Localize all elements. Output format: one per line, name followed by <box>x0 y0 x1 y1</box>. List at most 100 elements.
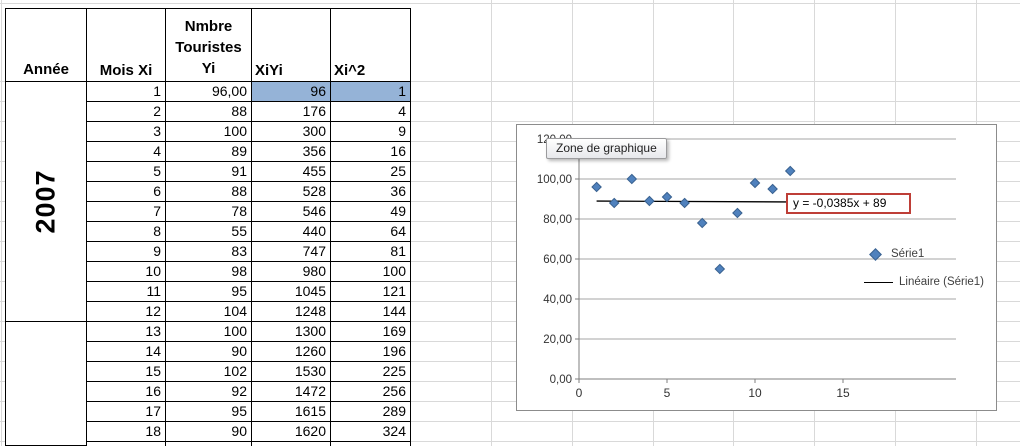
scatter-point-10[interactable] <box>749 177 761 189</box>
table-cell-mois-row7[interactable]: 7 <box>87 202 166 222</box>
table-cell-xiyi-row2[interactable]: 176 <box>252 102 331 122</box>
table-cell-xi2-row7[interactable]: 49 <box>331 202 411 222</box>
scatter-point-7[interactable] <box>696 217 708 229</box>
legend-item-serie1[interactable]: Série1 <box>869 247 924 261</box>
table-cell-mois-row17[interactable]: 17 <box>87 402 166 422</box>
table-cell-yi-row13[interactable]: 100 <box>166 322 252 342</box>
table-cell-yi-row3[interactable]: 100 <box>166 122 252 142</box>
table-cell-partial[interactable] <box>87 442 166 446</box>
table-cell-mois-row12[interactable]: 12 <box>87 302 166 322</box>
table-cell-mois-row18[interactable]: 18 <box>87 422 166 442</box>
table-cell-yi-row10[interactable]: 98 <box>166 262 252 282</box>
table-cell-xiyi-row11[interactable]: 1045 <box>252 282 331 302</box>
table-cell-xiyi-row9[interactable]: 747 <box>252 242 331 262</box>
table-cell-xiyi-row4[interactable]: 356 <box>252 142 331 162</box>
scatter-point-5[interactable] <box>661 191 673 203</box>
table-cell-yi-row18[interactable]: 90 <box>166 422 252 442</box>
table-cell-xi2-row10[interactable]: 100 <box>331 262 411 282</box>
table-cell-xi2-row18[interactable]: 324 <box>331 422 411 442</box>
table-cell-partial[interactable] <box>166 442 252 446</box>
header-nmbre-touristes-yi[interactable]: Nmbre Touristes Yi <box>166 9 252 82</box>
table-cell-xi2-row4[interactable]: 16 <box>331 142 411 162</box>
table-cell-xiyi-row8[interactable]: 440 <box>252 222 331 242</box>
trendline[interactable] <box>596 200 787 203</box>
table-cell-yi-row7[interactable]: 78 <box>166 202 252 222</box>
trendline-equation-label[interactable]: y = -0,0385x + 89 <box>786 193 911 214</box>
table-cell-yi-row2[interactable]: 88 <box>166 102 252 122</box>
table-cell-xi2-row3[interactable]: 9 <box>331 122 411 142</box>
scatter-point-4[interactable] <box>644 195 655 207</box>
table-cell-yi-row8[interactable]: 55 <box>166 222 252 242</box>
table-cell-xi2-row2[interactable]: 4 <box>331 102 411 122</box>
table-cell-xi2-row5[interactable]: 25 <box>331 162 411 182</box>
table-cell-mois-row6[interactable]: 6 <box>87 182 166 202</box>
table-cell-yi-row9[interactable]: 83 <box>166 242 252 262</box>
table-cell-mois-row5[interactable]: 5 <box>87 162 166 182</box>
table-cell-xi2-row8[interactable]: 64 <box>331 222 411 242</box>
table-cell-xiyi-row16[interactable]: 1472 <box>252 382 331 402</box>
scatter-point-3[interactable] <box>626 173 638 185</box>
table-cell-xi2-row16[interactable]: 256 <box>331 382 411 402</box>
header-xiyi[interactable]: XiYi <box>252 9 331 82</box>
table-cell-xiyi-row13[interactable]: 1300 <box>252 322 331 342</box>
chart-area[interactable]: 0,0020,0040,0060,0080,00100,00120,000510… <box>516 124 997 411</box>
table-cell-mois-row3[interactable]: 3 <box>87 122 166 142</box>
table-cell-partial[interactable] <box>331 442 411 446</box>
table-cell-xi2-row13[interactable]: 169 <box>331 322 411 342</box>
table-cell-yi-row14[interactable]: 90 <box>166 342 252 362</box>
table-cell-mois-row1[interactable]: 1 <box>87 82 166 102</box>
table-cell-mois-row2[interactable]: 2 <box>87 102 166 122</box>
table-cell-xiyi-row6[interactable]: 528 <box>252 182 331 202</box>
table-cell-yi-row15[interactable]: 102 <box>166 362 252 382</box>
scatter-point-12[interactable] <box>784 165 796 177</box>
table-cell-mois-row13[interactable]: 13 <box>87 322 166 342</box>
table-cell-xi2-row14[interactable]: 196 <box>331 342 411 362</box>
table-cell-xiyi-row18[interactable]: 1620 <box>252 422 331 442</box>
scatter-point-9[interactable] <box>732 207 743 219</box>
table-cell-yi-row16[interactable]: 92 <box>166 382 252 402</box>
table-cell-xi2-row12[interactable]: 144 <box>331 302 411 322</box>
table-cell-mois-row4[interactable]: 4 <box>87 142 166 162</box>
table-cell-xiyi-row12[interactable]: 1248 <box>252 302 331 322</box>
table-cell-xi2-row6[interactable]: 36 <box>331 182 411 202</box>
cell-year-next[interactable] <box>6 322 86 445</box>
table-cell-xi2-row1[interactable]: 1 <box>331 82 411 102</box>
table-cell-yi-row1[interactable]: 96,00 <box>166 82 252 102</box>
table-cell-xiyi-row1[interactable]: 96 <box>252 82 331 102</box>
table-cell-mois-row8[interactable]: 8 <box>87 222 166 242</box>
table-cell-xiyi-row10[interactable]: 980 <box>252 262 331 282</box>
table-cell-xiyi-row17[interactable]: 1615 <box>252 402 331 422</box>
table-cell-xiyi-row7[interactable]: 546 <box>252 202 331 222</box>
scatter-point-8[interactable] <box>714 263 726 275</box>
cell-year-2007[interactable]: 2007 <box>6 82 86 322</box>
header-mois-xi[interactable]: Mois Xi <box>87 9 166 82</box>
scatter-point-6[interactable] <box>679 197 690 209</box>
table-cell-xi2-row9[interactable]: 81 <box>331 242 411 262</box>
table-cell-mois-row11[interactable]: 11 <box>87 282 166 302</box>
table-cell-xi2-row11[interactable]: 121 <box>331 282 411 302</box>
table-cell-xiyi-row3[interactable]: 300 <box>252 122 331 142</box>
table-cell-mois-row14[interactable]: 14 <box>87 342 166 362</box>
header-xi2[interactable]: Xi^2 <box>331 9 411 82</box>
table-cell-xi2-row17[interactable]: 289 <box>331 402 411 422</box>
table-cell-xiyi-row5[interactable]: 455 <box>252 162 331 182</box>
table-cell-mois-row10[interactable]: 10 <box>87 262 166 282</box>
header-annee[interactable]: Année <box>6 9 86 82</box>
table-cell-yi-row11[interactable]: 95 <box>166 282 252 302</box>
scatter-point-11[interactable] <box>767 183 778 195</box>
scatter-point-2[interactable] <box>608 197 620 209</box>
table-cell-mois-row15[interactable]: 15 <box>87 362 166 382</box>
table-cell-xiyi-row15[interactable]: 1530 <box>252 362 331 382</box>
table-cell-mois-row16[interactable]: 16 <box>87 382 166 402</box>
table-cell-xi2-row15[interactable]: 225 <box>331 362 411 382</box>
table-cell-yi-row12[interactable]: 104 <box>166 302 252 322</box>
table-cell-xiyi-row14[interactable]: 1260 <box>252 342 331 362</box>
table-cell-yi-row6[interactable]: 88 <box>166 182 252 202</box>
table-cell-partial[interactable] <box>252 442 331 446</box>
table-cell-mois-row9[interactable]: 9 <box>87 242 166 262</box>
table-cell-yi-row4[interactable]: 89 <box>166 142 252 162</box>
table-cell-yi-row5[interactable]: 91 <box>166 162 252 182</box>
scatter-point-1[interactable] <box>591 181 602 193</box>
legend-item-lineaire[interactable]: Linéaire (Série1) <box>864 276 984 288</box>
table-cell-yi-row17[interactable]: 95 <box>166 402 252 422</box>
